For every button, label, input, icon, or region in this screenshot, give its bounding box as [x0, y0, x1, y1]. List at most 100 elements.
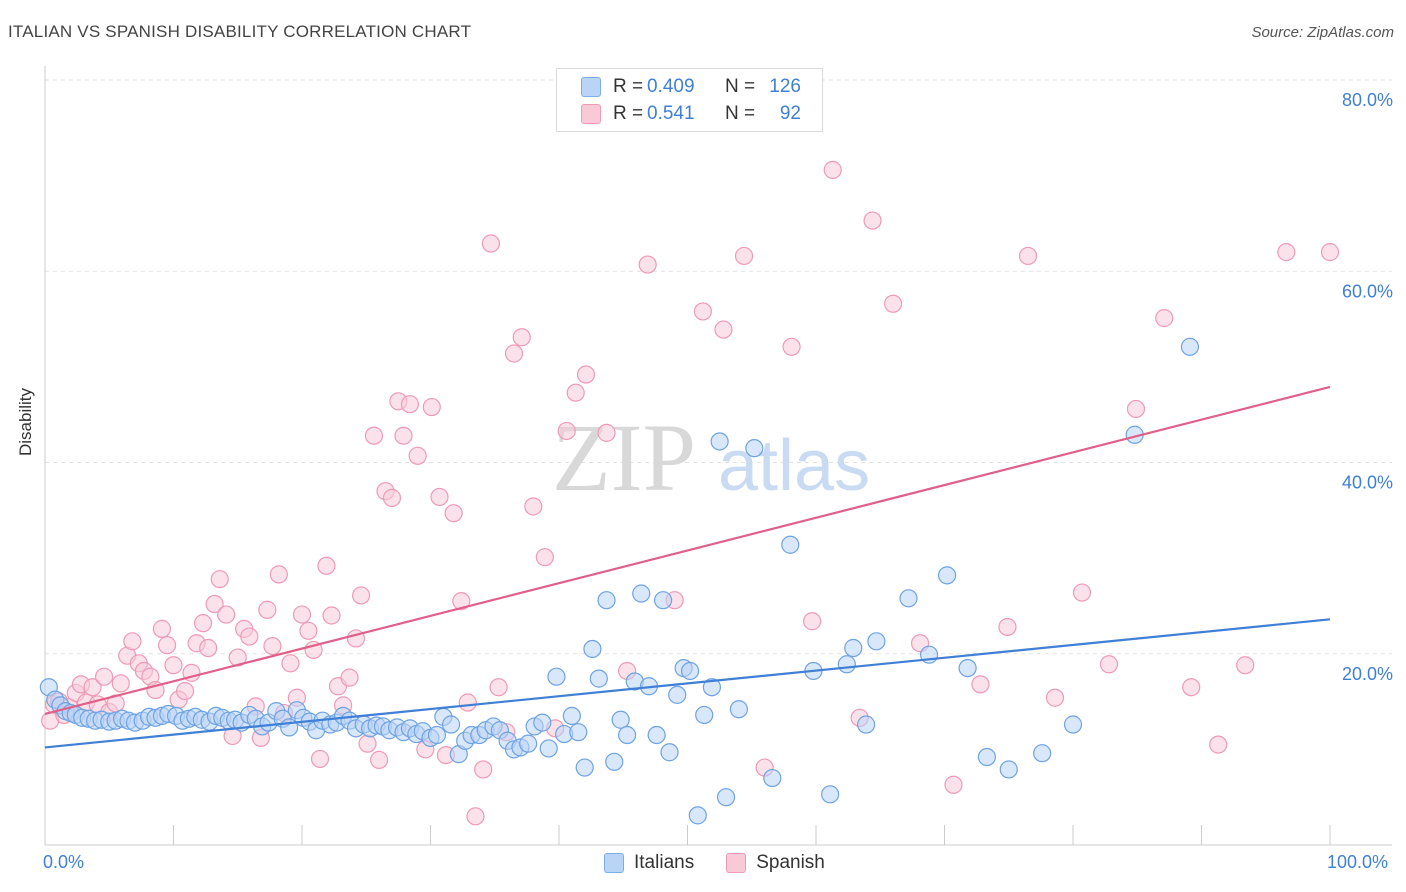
italian-point [695, 705, 714, 725]
spanish-point [340, 668, 359, 687]
spanish-point [382, 488, 402, 507]
italian-point [632, 584, 651, 603]
grid-lines [45, 79, 1392, 655]
spanish-point [164, 656, 183, 675]
spanish-point [358, 734, 377, 753]
legend-r-value: 0.409 [647, 76, 695, 97]
italian-point [519, 734, 538, 753]
legend-label-italians: Italians [634, 852, 695, 873]
italian-point [702, 678, 722, 697]
spanish-point [576, 365, 596, 384]
spanish-trend-line [44, 385, 1331, 716]
italian-point [562, 706, 581, 726]
italian-point [680, 661, 700, 681]
spanish-point [217, 605, 236, 624]
italian-point [533, 713, 552, 732]
legend-r-value: 0.541 [647, 103, 695, 124]
spanish-point [317, 556, 336, 575]
italian-point [589, 669, 608, 688]
legend-row-spanish: R = 0.541 N = 92 [581, 101, 801, 127]
spanish-point [1320, 243, 1340, 262]
y-tick-labels: 20.0% 40.0% 60.0% 80.0% [1342, 90, 1393, 684]
y-tick-label: 20.0% [1342, 664, 1393, 684]
italian-point [837, 655, 856, 674]
italian-point [547, 667, 566, 686]
italian-point [716, 788, 736, 807]
spanish-point [944, 775, 963, 794]
spanish-point [971, 675, 990, 694]
italian-point [569, 723, 588, 742]
legend-swatch-spanish [581, 104, 601, 124]
italian-point [688, 806, 707, 825]
spanish-point [734, 246, 754, 266]
spanish-point [535, 548, 554, 567]
legend-swatch-spanish [726, 853, 747, 873]
spanish-point [408, 446, 427, 465]
y-tick-label: 40.0% [1342, 473, 1393, 493]
italian-point [660, 743, 679, 762]
watermark-zip: ZIP [552, 404, 696, 511]
italian-point [729, 700, 749, 719]
italian-point [821, 785, 840, 804]
trend-lines [44, 385, 1331, 749]
spanish-point [1018, 246, 1038, 266]
spanish-point [452, 592, 471, 611]
italian-point [745, 439, 764, 458]
legend-n-value: 92 [779, 103, 801, 124]
spanish-point [322, 606, 341, 625]
italian-point [857, 715, 876, 734]
source-attribution: Source: ZipAtlas.com [1251, 24, 1394, 41]
italian-point [653, 591, 673, 610]
spanish-point [193, 614, 213, 633]
spanish-point [883, 294, 903, 313]
spanish-point [782, 337, 801, 356]
legend-n-label: N = [725, 103, 756, 124]
italian-point [618, 725, 637, 745]
spanish-point [394, 426, 413, 445]
watermark-atlas: atlas [718, 426, 870, 506]
spanish-point [1236, 656, 1255, 675]
spanish-point [714, 320, 733, 339]
spanish-point [364, 426, 384, 445]
spanish-point [210, 570, 229, 589]
spanish-point [1126, 399, 1146, 419]
spanish-point [292, 605, 312, 624]
italian-point [710, 432, 729, 451]
italian-point [1180, 337, 1200, 356]
spanish-point [310, 749, 330, 769]
watermark: ZIP atlas [552, 404, 870, 511]
italian-point [999, 760, 1018, 779]
spanish-point [998, 617, 1017, 637]
spanish-point [1209, 735, 1228, 754]
spanish-point [512, 328, 531, 347]
spanish-point [95, 667, 114, 686]
spanish-point [269, 565, 288, 584]
spanish-point [597, 423, 616, 442]
legend-item-spanish[interactable]: Spanish [726, 852, 825, 874]
legend-r-label: R = [613, 103, 644, 124]
legend-item-italians[interactable]: Italians [604, 852, 694, 874]
italian-point [958, 658, 977, 678]
spanish-point [481, 234, 500, 253]
italian-point [583, 639, 602, 659]
italian-points [39, 337, 1200, 825]
italian-point [597, 591, 616, 610]
spanish-point [1182, 678, 1201, 697]
spanish-point [258, 600, 277, 619]
spanish-point [1045, 688, 1065, 707]
spanish-point [693, 302, 713, 321]
spanish-point [352, 586, 371, 605]
spanish-point [400, 395, 420, 414]
italian-point [427, 725, 447, 745]
spanish-point [370, 750, 389, 769]
italian-point [781, 535, 800, 554]
spanish-point [823, 160, 842, 179]
spanish-point [474, 760, 493, 779]
chart-title: ITALIAN VS SPANISH DISABILITY CORRELATIO… [8, 22, 472, 41]
series-legend: Italians Spanish [604, 852, 857, 874]
spanish-points [41, 160, 1340, 826]
spanish-point [281, 654, 300, 673]
italian-point [605, 752, 624, 771]
spanish-point [299, 621, 318, 640]
spanish-point [111, 674, 130, 693]
